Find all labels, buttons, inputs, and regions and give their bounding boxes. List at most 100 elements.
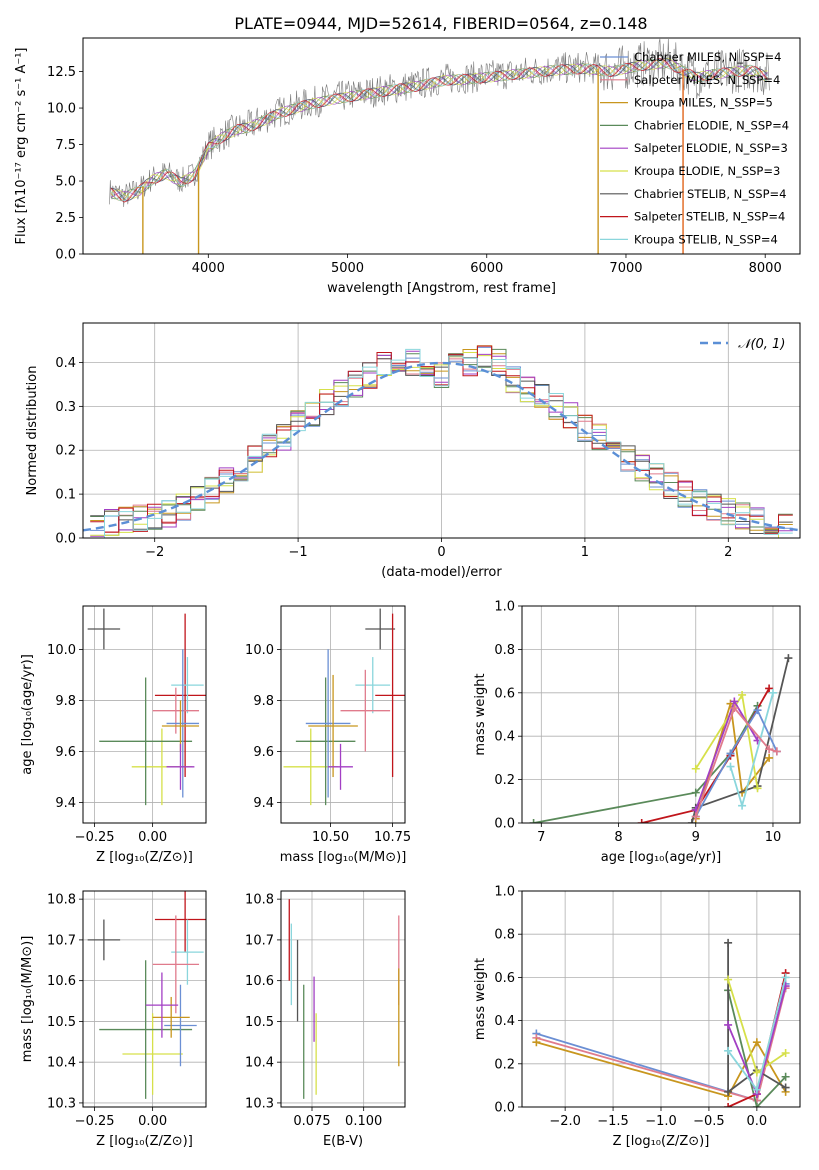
axes-frame — [280, 890, 406, 1108]
x-tick-label: −2 — [145, 545, 164, 560]
axes-frame — [82, 605, 207, 824]
legend-label: Salpeter STELIB, N_SSP=4 — [634, 210, 785, 224]
y-tick-label: 0.0 — [55, 532, 76, 547]
y-tick-label: 2.5 — [55, 211, 76, 226]
plot-area — [532, 938, 790, 1107]
age-vs-mass-panel: 10.50 10.75 9.4 9.6 9.8 10.0 mass [log₁₀(M/M⊙)… — [245, 605, 411, 865]
mass-weight-marker — [724, 1087, 733, 1096]
legend-label: Chabrier ELODIE, N_SSP=4 — [634, 118, 789, 132]
residuals-panel: −2 −1 0 1 2 0.0 0.1 0.2 0.3 0.4 (data-model)/error… — [25, 322, 801, 580]
histogram-series — [90, 358, 793, 538]
y-axis-label: Flux [fλ10⁻¹⁷ erg cm⁻² s⁻¹ A⁻¹] — [14, 48, 29, 245]
x-tick-label: 8 — [614, 830, 622, 845]
mass-weight-marker — [752, 1038, 761, 1047]
y-tick-label: 10.0 — [245, 643, 274, 658]
legend-label: Salpeter ELODIE, N_SSP=3 — [634, 141, 788, 155]
x-tick-label: 10.75 — [374, 830, 411, 845]
mass-weight-marker — [768, 688, 777, 697]
mass-weight-marker — [724, 1020, 733, 1029]
mass-weight-marker — [781, 1083, 790, 1092]
mass-weight-marker — [691, 812, 700, 821]
mass-weight-line — [533, 705, 759, 823]
legend-label: Chabrier MILES, N_SSP=4 — [634, 50, 781, 64]
x-tick-label: 10.50 — [312, 830, 349, 845]
y-axis-label: mass weight — [473, 673, 488, 755]
mass-weight-line — [695, 692, 759, 789]
mass-weight-marker — [687, 819, 696, 823]
y-axis-label: mass weight — [473, 958, 488, 1040]
legend-label: Salpeter MILES, N_SSP=4 — [634, 73, 780, 87]
y-tick-label: 0.2 — [494, 1057, 515, 1072]
mass-weight-marker — [765, 684, 774, 693]
mass-weight-marker — [724, 1046, 733, 1055]
y-tick-label: 0.4 — [55, 356, 76, 371]
x-tick-label: 9 — [692, 830, 700, 845]
y-tick-label: 9.8 — [253, 694, 274, 709]
x-tick-label: −0.25 — [75, 1114, 115, 1129]
mass-weight-marker — [752, 1068, 761, 1077]
y-tick-label: 9.4 — [253, 796, 274, 811]
x-tick-label: −2.0 — [549, 1114, 581, 1129]
histogram-series — [90, 346, 793, 531]
x-tick-label: 0.0 — [747, 1114, 768, 1129]
y-tick-label: 9.6 — [55, 745, 76, 760]
y-tick-label: 0.1 — [55, 488, 76, 503]
histogram-series — [90, 350, 793, 537]
legend-label: 𝒩(0, 1) — [738, 337, 785, 352]
y-tick-label: 0.6 — [494, 686, 515, 701]
histogram-series — [90, 348, 793, 538]
y-tick-label: 10.6 — [245, 974, 274, 989]
y-tick-label: 7.5 — [55, 138, 76, 153]
mass-vs-ebv-panel: 0.075 0.100 10.3 10.4 10.5 10.6 10.7 10.8 E(B-V) — [245, 890, 406, 1149]
mass-weight-line — [695, 708, 778, 817]
axes-frame — [82, 890, 207, 1108]
massweight-vs-age-panel: 7 8 9 10 0.0 0.2 0.4 0.6 0.8 1.0 age [log₁₀(age/yr… — [473, 600, 801, 865]
mass-weight-marker — [781, 973, 790, 982]
x-tick-label: 0.075 — [293, 1114, 330, 1129]
mass-weight-marker — [753, 706, 762, 715]
mass-weight-line — [691, 657, 790, 823]
mass-weight-line — [641, 688, 770, 823]
y-tick-label: 5.0 — [55, 175, 76, 190]
age-vs-metallicity-panel: −0.25 0.00 9.4 9.6 9.8 10.0 Z [log₁₀(Z/Z⊙)] age… — [20, 605, 207, 865]
mass-weight-marker — [738, 690, 747, 699]
x-axis-label: mass [log₁₀(M/M⊙)] — [280, 850, 407, 865]
mass-weight-marker — [691, 788, 700, 797]
y-tick-label: 0.2 — [494, 773, 515, 788]
mass-vs-metallicity-panel: −0.25 0.00 10.3 10.4 10.5 10.6 10.7 10.8 Z [log₁… — [20, 890, 207, 1149]
y-tick-label: 10.8 — [47, 893, 76, 908]
x-tick-label: 2 — [724, 545, 732, 560]
plot-area — [87, 891, 206, 1099]
y-tick-label: 10.4 — [47, 1056, 76, 1071]
x-tick-label: 7000 — [609, 261, 642, 276]
y-tick-label: 12.5 — [47, 65, 76, 80]
histogram-series — [90, 348, 793, 536]
x-tick-label: −1 — [289, 545, 308, 560]
y-tick-label: 0.6 — [494, 971, 515, 986]
x-tick-label: 1 — [581, 545, 589, 560]
y-axis-label: Normed distribution — [25, 366, 40, 496]
histogram-series — [90, 353, 793, 534]
y-tick-label: 9.8 — [55, 694, 76, 709]
model-spectrum-line — [110, 57, 768, 201]
normal-reference-curve — [83, 361, 800, 532]
y-tick-label: 10.0 — [47, 102, 76, 117]
mass-weight-marker — [726, 749, 735, 758]
x-tick-label: 4000 — [192, 261, 225, 276]
mass-weight-marker — [781, 1049, 790, 1057]
mass-weight-marker — [752, 1085, 761, 1094]
y-tick-label: 0.3 — [55, 400, 76, 415]
plot-area — [83, 345, 800, 538]
y-tick-label: 9.6 — [253, 745, 274, 760]
massweight-vs-metallicity-panel: −2.0 −1.5 −1.0 −0.5 0.0 0.0 0.2 0.4 0.6 0.8 1.0 Z [… — [473, 885, 801, 1149]
y-tick-label: 0.8 — [494, 928, 515, 943]
model-spectrum-line — [110, 57, 768, 199]
legend-label: Kroupa ELODIE, N_SSP=3 — [634, 164, 780, 178]
x-axis-label: Z [log₁₀(Z/Z⊙)] — [613, 1134, 710, 1149]
mass-weight-line — [694, 703, 770, 819]
mass-weight-marker — [784, 654, 793, 663]
x-tick-label: 10 — [765, 830, 782, 845]
mass-weight-marker — [738, 801, 747, 810]
axes-frame — [82, 322, 801, 539]
